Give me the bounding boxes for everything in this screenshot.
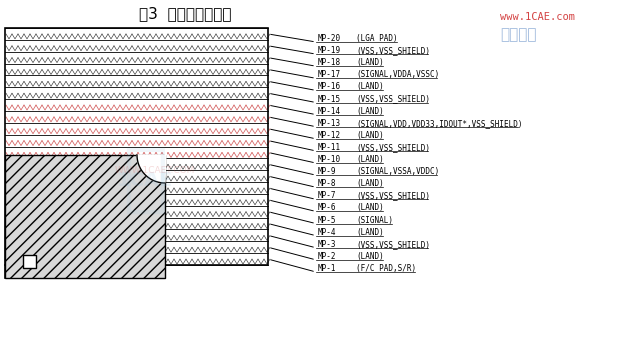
Text: MP-15: MP-15 — [318, 95, 341, 104]
Text: (SIGNAL,VDD,VDD33,IDOUT*,VSS_SHIELD): (SIGNAL,VDD,VDD33,IDOUT*,VSS_SHIELD) — [356, 119, 522, 128]
Text: MP-2: MP-2 — [318, 252, 337, 261]
Text: MP-4: MP-4 — [318, 228, 337, 237]
Text: (LGA PAD): (LGA PAD) — [356, 34, 397, 43]
Text: MP-9: MP-9 — [318, 167, 337, 176]
Text: MP-1: MP-1 — [318, 264, 337, 273]
Text: MP-14: MP-14 — [318, 107, 341, 116]
Bar — [5, 28, 268, 265]
Text: (SIGNAL,VDDA,VSSC): (SIGNAL,VDDA,VSSC) — [356, 70, 439, 79]
Text: (SIGNAL,VSSA,VDDC): (SIGNAL,VSSA,VDDC) — [356, 167, 439, 176]
Text: (LAND): (LAND) — [356, 203, 384, 212]
Text: (SIGNAL): (SIGNAL) — [356, 216, 393, 225]
Text: (VSS,VSS_SHIELD): (VSS,VSS_SHIELD) — [356, 240, 430, 249]
Text: MP-3: MP-3 — [318, 240, 337, 249]
Text: MP-17: MP-17 — [318, 70, 341, 79]
Text: MP-11: MP-11 — [318, 143, 341, 152]
Text: MP-20: MP-20 — [318, 34, 341, 43]
Text: Ⓐ: Ⓐ — [122, 143, 168, 217]
Text: MP-12: MP-12 — [318, 131, 341, 140]
Text: MP-5: MP-5 — [318, 216, 337, 225]
Text: (LAND): (LAND) — [356, 131, 384, 140]
Text: (LAND): (LAND) — [356, 252, 384, 261]
Text: (LAND): (LAND) — [356, 82, 384, 91]
Text: (F/C PAD,S/R): (F/C PAD,S/R) — [356, 264, 416, 273]
Text: MP-6: MP-6 — [318, 203, 337, 212]
Bar — [23, 255, 36, 268]
Text: (VSS,VSS_SHIELD): (VSS,VSS_SHIELD) — [356, 95, 430, 104]
Bar — [5, 28, 268, 265]
Bar — [5, 155, 165, 278]
Text: (LAND): (LAND) — [356, 179, 384, 188]
Text: WWW.1CAET.COM: WWW.1CAET.COM — [115, 166, 195, 175]
Text: (LAND): (LAND) — [356, 155, 384, 164]
Text: MP-10: MP-10 — [318, 155, 341, 164]
Bar — [5, 155, 165, 278]
Text: 仿真在线: 仿真在线 — [500, 27, 536, 42]
Text: MP-19: MP-19 — [318, 46, 341, 55]
Text: MP-13: MP-13 — [318, 119, 341, 128]
Text: (LAND): (LAND) — [356, 107, 384, 116]
Text: (LAND): (LAND) — [356, 228, 384, 237]
Text: (LAND): (LAND) — [356, 58, 384, 67]
Text: (VSS,VSS_SHIELD): (VSS,VSS_SHIELD) — [356, 192, 430, 201]
Text: (VSS,VSS_SHIELD): (VSS,VSS_SHIELD) — [356, 143, 430, 152]
Text: www.1CAE.com: www.1CAE.com — [500, 12, 575, 22]
Text: MP-16: MP-16 — [318, 82, 341, 91]
Text: MP-18: MP-18 — [318, 58, 341, 67]
Text: 图3  层叠结构示意图: 图3 层叠结构示意图 — [139, 6, 231, 22]
Text: MP-8: MP-8 — [318, 179, 337, 188]
Text: MP-7: MP-7 — [318, 192, 337, 201]
Text: 1CAE: 1CAE — [117, 171, 173, 189]
Polygon shape — [137, 150, 166, 183]
Text: (VSS,VSS_SHIELD): (VSS,VSS_SHIELD) — [356, 46, 430, 55]
